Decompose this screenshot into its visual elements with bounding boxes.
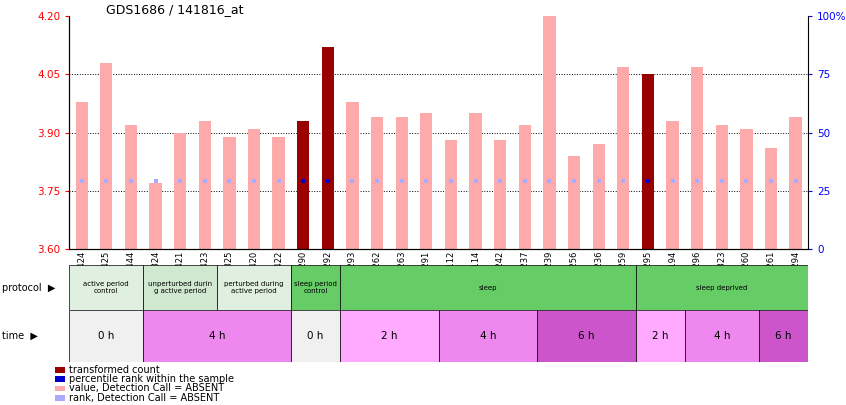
Bar (371, 117, 383, 249)
Bar (248, 129, 261, 249)
Bar (684, 310, 759, 362)
Text: 4 h: 4 h (209, 331, 225, 341)
Bar (174, 133, 186, 249)
Text: 4 h: 4 h (480, 331, 496, 341)
Bar (297, 121, 310, 249)
Bar (740, 129, 753, 249)
Text: rank, Detection Call = ABSENT: rank, Detection Call = ABSENT (69, 393, 220, 403)
Bar (143, 265, 217, 310)
Text: transformed count: transformed count (69, 365, 160, 375)
Bar (217, 265, 291, 310)
Text: 2 h: 2 h (652, 331, 668, 341)
Bar (420, 113, 432, 249)
Text: 6 h: 6 h (578, 331, 595, 341)
Bar (716, 125, 728, 249)
Bar (340, 310, 438, 362)
Bar (519, 125, 531, 249)
Text: active period
control: active period control (84, 281, 129, 294)
Bar (69, 310, 143, 362)
Bar (223, 136, 235, 249)
Text: 0 h: 0 h (307, 331, 324, 341)
Bar (445, 141, 457, 249)
Text: sleep: sleep (479, 285, 497, 290)
Bar (69, 265, 143, 310)
Text: 2 h: 2 h (382, 331, 398, 341)
Bar (537, 310, 635, 362)
Bar (494, 141, 507, 249)
Text: time  ▶: time ▶ (2, 331, 37, 341)
Text: 0 h: 0 h (98, 331, 114, 341)
Bar (765, 148, 777, 249)
Bar (340, 265, 635, 310)
Bar (789, 117, 802, 249)
Bar (642, 75, 654, 249)
Bar (291, 310, 340, 362)
Bar (470, 113, 481, 249)
Bar (321, 47, 334, 249)
Bar (691, 67, 703, 249)
Bar (396, 117, 408, 249)
Bar (199, 121, 211, 249)
Text: protocol  ▶: protocol ▶ (2, 283, 55, 292)
Bar (346, 102, 359, 249)
Bar (272, 136, 285, 249)
Bar (543, 16, 556, 249)
Bar (143, 310, 291, 362)
Bar (617, 67, 629, 249)
Text: perturbed during
active period: perturbed during active period (224, 281, 283, 294)
Bar (635, 310, 684, 362)
Text: unperturbed durin
g active period: unperturbed durin g active period (148, 281, 212, 294)
Bar (75, 102, 88, 249)
Bar (592, 144, 605, 249)
Text: sleep deprived: sleep deprived (696, 285, 748, 290)
Text: 4 h: 4 h (713, 331, 730, 341)
Bar (100, 63, 113, 249)
Bar (124, 125, 137, 249)
Bar (635, 265, 808, 310)
Text: 6 h: 6 h (775, 331, 792, 341)
Bar (150, 183, 162, 249)
Text: percentile rank within the sample: percentile rank within the sample (69, 374, 234, 384)
Text: value, Detection Call = ABSENT: value, Detection Call = ABSENT (69, 384, 224, 393)
Bar (291, 265, 340, 310)
Bar (568, 156, 580, 249)
Bar (438, 310, 537, 362)
Bar (667, 121, 678, 249)
Text: GDS1686 / 141816_at: GDS1686 / 141816_at (107, 3, 244, 16)
Bar (759, 310, 808, 362)
Text: sleep period
control: sleep period control (294, 281, 337, 294)
